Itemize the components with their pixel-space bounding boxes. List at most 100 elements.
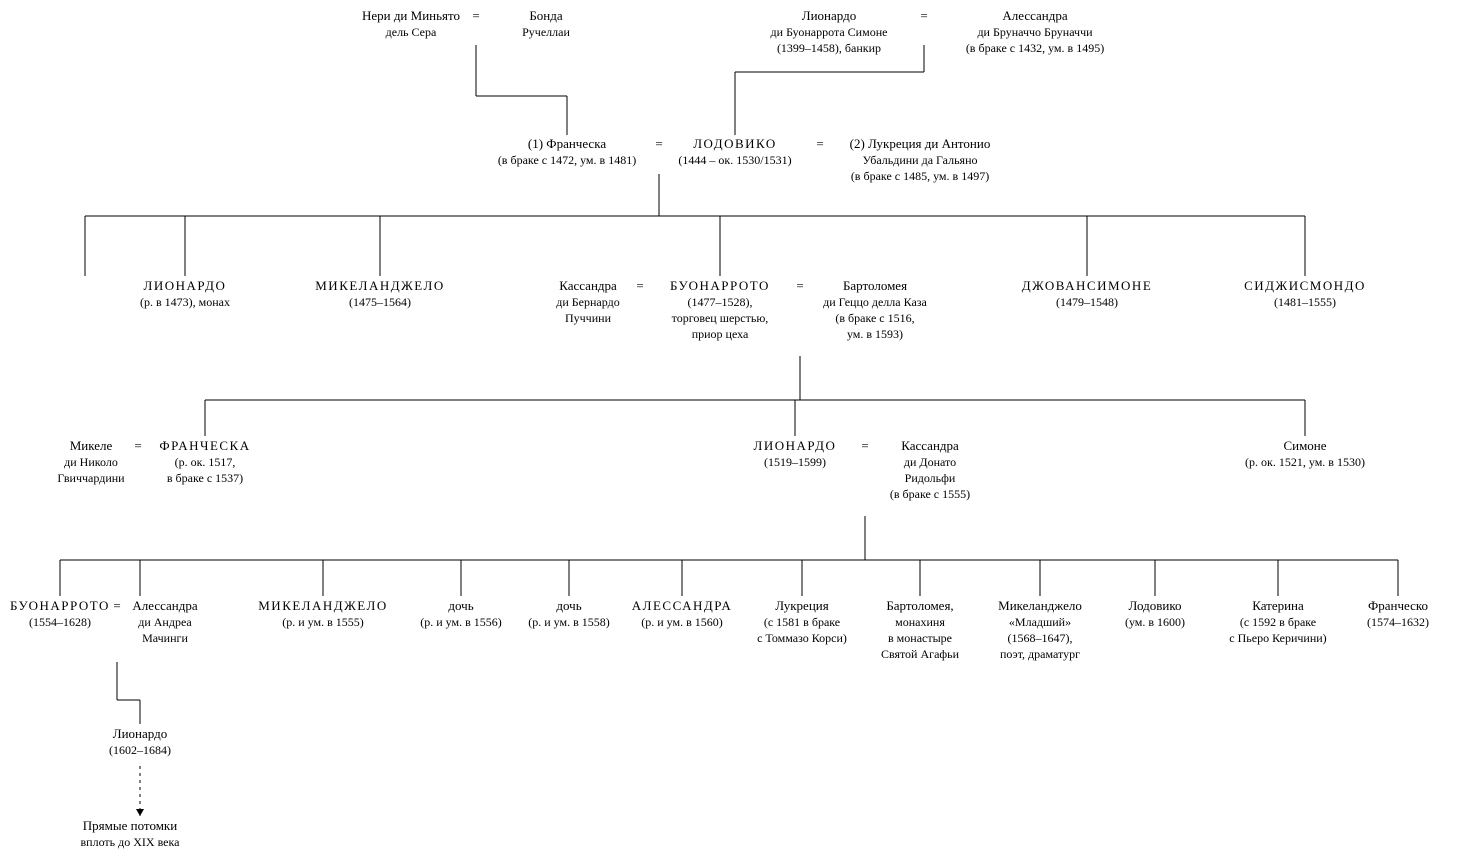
person-sigismondo: СИДЖИСМОНДО(1481–1555) bbox=[1244, 278, 1366, 309]
person-text: ди Геццо делла Каза bbox=[823, 295, 927, 309]
person-buonarroto: БУОНАРРОТО (1477–1528), торговец шерстью, п… bbox=[670, 278, 770, 341]
person-text: Алессандра bbox=[132, 598, 198, 613]
person-text: (в браке с 1485, ум. в 1497) bbox=[851, 169, 989, 183]
person-doch1: дочь(р. и ум. в 1556) bbox=[420, 598, 502, 629]
person-text: Бартоломея, bbox=[886, 598, 953, 613]
person-michelangelo2: МИКЕЛАНДЖЕЛО(р. и ум. в 1555) bbox=[258, 598, 387, 629]
marriage-equals: = bbox=[861, 438, 868, 453]
person-text: (1475–1564) bbox=[349, 295, 411, 309]
person-text: Франческо bbox=[1368, 598, 1428, 613]
person-lucrezia: (2) Лукреция ди Антонио Убальдини да Галь… bbox=[850, 136, 991, 183]
person-text: Лионардо bbox=[802, 8, 856, 23]
marriage-equals: = bbox=[920, 8, 927, 23]
person-text: (с 1592 в браке bbox=[1240, 615, 1316, 629]
person-text: Симоне bbox=[1283, 438, 1326, 453]
person-text: ЛИОНАРДО bbox=[144, 278, 227, 293]
person-text: (в браке с 1432, ум. в 1495) bbox=[966, 41, 1104, 55]
person-text: (в браке с 1472, ум. в 1481) bbox=[498, 153, 636, 167]
person-lionardo_b: Лионардоди Буонаррота Симоне(1399–1458),… bbox=[771, 8, 888, 55]
person-text: Лионардо bbox=[113, 726, 167, 741]
person-text: с Пьеро Керичини) bbox=[1229, 631, 1326, 645]
person-text: Микеланджело bbox=[998, 598, 1082, 613]
person-text: ум. в 1593) bbox=[847, 327, 903, 341]
person-text: монахиня bbox=[895, 615, 945, 629]
person-text: (р. и ум. в 1556) bbox=[420, 615, 502, 629]
person-michelangelo3: Микеланджело «Младший» (1568–1647), поэт, д… bbox=[998, 598, 1082, 661]
person-text: (1) Франческа bbox=[528, 136, 606, 151]
person-simone: Симоне(р. ок. 1521, ум. в 1530) bbox=[1245, 438, 1365, 469]
person-text: (1481–1555) bbox=[1274, 295, 1336, 309]
person-text: (1568–1647), bbox=[1008, 631, 1073, 645]
person-text: поэт, драматург bbox=[1000, 647, 1080, 661]
marriage-equals: = bbox=[113, 598, 120, 613]
person-text: МИКЕЛАНДЖЕЛО bbox=[315, 278, 444, 293]
person-text: (ум. в 1600) bbox=[1125, 615, 1185, 629]
person-text: ди Буонаррота Симоне bbox=[771, 25, 888, 39]
person-descendants: Прямые потомки вплоть до XIX века bbox=[81, 818, 181, 849]
person-text: ди Николо bbox=[64, 455, 118, 469]
person-text: (р. и ум. в 1555) bbox=[282, 615, 364, 629]
person-francesco: Франческо (1574–1632) bbox=[1367, 598, 1429, 629]
marriage-equals: = bbox=[796, 278, 803, 293]
person-lionardo1473: ЛИОНАРДО(р. в 1473), монах bbox=[140, 278, 230, 309]
person-text: Святой Агафьи bbox=[881, 647, 960, 661]
person-text: вплоть до XIX века bbox=[81, 835, 181, 849]
person-text: (р. и ум. в 1558) bbox=[528, 615, 610, 629]
marriage-equals: = bbox=[472, 8, 479, 23]
person-text: Микеле bbox=[70, 438, 113, 453]
person-neri: Нери ди Миньятодель Сера bbox=[362, 8, 460, 39]
person-doch2: дочь (р. и ум. в 1558) bbox=[528, 598, 610, 629]
person-text: (в браке с 1555) bbox=[890, 487, 970, 501]
person-text: Мачинги bbox=[142, 631, 188, 645]
person-text: Гвиччардини bbox=[57, 471, 125, 485]
person-alessandra_m: Алессандра ди Андреа Мачинги bbox=[132, 598, 198, 645]
person-text: (1602–1684) bbox=[109, 743, 171, 757]
person-text: в браке с 1537) bbox=[167, 471, 243, 485]
person-text: «Младший» bbox=[1009, 615, 1071, 629]
person-mikele: Микеле ди Николо Гвиччардини bbox=[57, 438, 125, 485]
person-buonarroto2: БУОНАРРОТО (1554–1628) bbox=[10, 598, 110, 629]
person-text: Пуччини bbox=[565, 311, 612, 325]
person-bartolomea: Бартоломеяди Геццо делла Каза(в браке с … bbox=[823, 278, 927, 341]
person-text: дочь bbox=[556, 598, 581, 613]
person-text: (1519–1599) bbox=[764, 455, 826, 469]
marriage-equals: = bbox=[816, 136, 823, 151]
person-text: Бонда bbox=[529, 8, 563, 23]
person-cassandra_r: Кассандради ДонатоРидольфи(в браке с 155… bbox=[890, 438, 970, 501]
person-lucrezia2: Лукреция(с 1581 в бракес Томмазо Корси) bbox=[757, 598, 847, 645]
person-giovansimone: ДЖОВАНСИМОНЕ(1479–1548) bbox=[1022, 278, 1153, 309]
family-tree-diagram: =========Нери ди Миньятодель СераБондаРу… bbox=[0, 0, 1471, 856]
person-francesca1: (1) Франческа (в браке с 1472, ум. в 1481… bbox=[498, 136, 636, 167]
person-text: ди Бернардо bbox=[556, 295, 619, 309]
person-alessandra3: АЛЕССАНДРА (р. и ум. в 1560) bbox=[632, 598, 732, 629]
person-text: дель Сера bbox=[386, 25, 437, 39]
person-text: ЛОДОВИКО bbox=[693, 136, 777, 151]
person-text: (1554–1628) bbox=[29, 615, 91, 629]
person-text: Кассандра bbox=[559, 278, 617, 293]
person-text: Ридольфи bbox=[905, 471, 956, 485]
marriage-equals: = bbox=[134, 438, 141, 453]
person-text: (в браке с 1516, bbox=[835, 311, 914, 325]
person-text: (1444 – ок. 1530/1531) bbox=[678, 153, 791, 167]
person-text: Убальдини да Гальяно bbox=[862, 153, 977, 167]
marriage-equals: = bbox=[655, 136, 662, 151]
person-text: ФРАНЧЕСКА bbox=[159, 438, 250, 453]
person-alessandra_b: Алессандради Бруначчо Бруначчи(в браке с… bbox=[966, 8, 1104, 55]
person-text: ди Андреа bbox=[138, 615, 192, 629]
person-text: БУОНАРРОТО bbox=[670, 278, 770, 293]
person-text: (р. ок. 1517, bbox=[175, 455, 236, 469]
person-text: приор цеха bbox=[692, 327, 749, 341]
person-text: (2) Лукреция ди Антонио bbox=[850, 136, 991, 151]
person-text: БУОНАРРОТО bbox=[10, 598, 110, 613]
person-text: (1477–1528), bbox=[688, 295, 753, 309]
person-katerina: Катерина(с 1592 в бракес Пьеро Керичини) bbox=[1229, 598, 1326, 645]
arrowhead-icon bbox=[136, 809, 144, 816]
person-text: АЛЕССАНДРА bbox=[632, 598, 732, 613]
person-text: торговец шерстью, bbox=[672, 311, 769, 325]
person-text: (1574–1632) bbox=[1367, 615, 1429, 629]
person-text: Лукреция bbox=[775, 598, 828, 613]
person-text: Алессандра bbox=[1002, 8, 1068, 23]
person-text: Прямые потомки bbox=[83, 818, 177, 833]
person-text: ДЖОВАНСИМОНЕ bbox=[1022, 278, 1153, 293]
person-text: (р. и ум. в 1560) bbox=[641, 615, 723, 629]
